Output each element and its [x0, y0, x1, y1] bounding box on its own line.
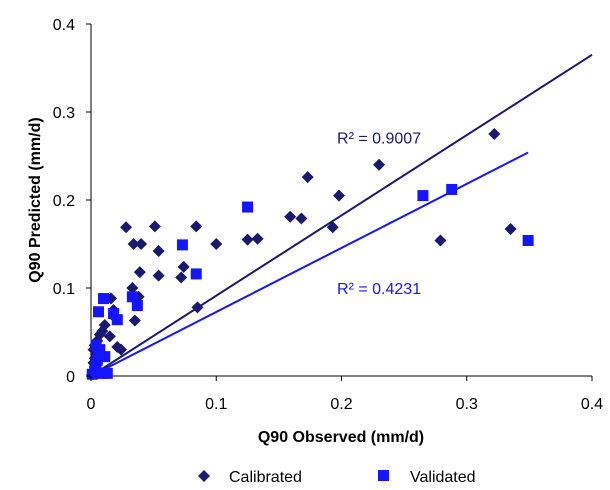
x-tick-label: 0.4 — [581, 396, 603, 413]
calibrated-point — [373, 158, 386, 171]
plot-area — [86, 24, 593, 381]
trendline-annotations: R² = 0.9007 R² = 0.4231 — [337, 131, 421, 298]
calibrated-point — [148, 220, 161, 233]
trendline-validated — [90, 151, 529, 377]
calibrated-point — [98, 318, 111, 331]
legend-label-calibrated: Calibrated — [229, 469, 302, 486]
calibrated-point — [175, 271, 188, 284]
calibrated-point — [126, 282, 139, 294]
validated-point — [98, 293, 110, 305]
validated-point — [446, 183, 458, 195]
validated-point — [93, 306, 105, 318]
calibrated-point — [251, 232, 264, 245]
legend-diamond-icon — [198, 470, 210, 482]
calibrated-point — [301, 171, 314, 184]
calibrated-point — [135, 238, 148, 250]
calibrated-point — [133, 266, 146, 279]
calibrated-point — [103, 330, 116, 343]
calibrated-point — [128, 314, 141, 327]
calibrated-point — [177, 260, 190, 273]
calibrated-point — [326, 221, 339, 234]
validated-point — [176, 239, 188, 251]
validated-point — [126, 291, 138, 303]
trendline-calibrated — [90, 53, 593, 377]
calibrated-point — [115, 343, 128, 356]
calibrated-point — [152, 269, 165, 282]
calibrated-point — [434, 234, 447, 247]
calibrated-point — [120, 221, 133, 234]
calibrated-point — [127, 238, 140, 250]
x-tick-label: 0.3 — [456, 396, 478, 413]
r-squared-label-validated: R² = 0.4231 — [337, 281, 421, 298]
validated-point — [99, 351, 111, 363]
calibrated-point — [152, 245, 165, 258]
r-squared-label-calibrated: R² = 0.9007 — [337, 131, 421, 148]
calibrated-point — [210, 238, 223, 250]
legend-label-validated: Validated — [410, 469, 476, 486]
y-axis-ticks: 0 0.1 0.2 0.3 0.4 — [53, 17, 91, 386]
calibrated-point — [190, 220, 203, 233]
x-tick-label: 0.1 — [205, 396, 227, 413]
calibrated-point — [241, 233, 254, 246]
calibrated-point — [295, 212, 308, 225]
validated-point — [242, 201, 254, 213]
validated-point — [522, 234, 534, 246]
validated-point — [108, 308, 120, 320]
legend-square-icon — [378, 470, 389, 481]
legend-item-calibrated: Calibrated — [198, 469, 302, 486]
validated-point — [111, 314, 123, 326]
y-axis-title: Q90 Predicted (mm/d) — [27, 117, 44, 282]
x-tick-label: 0 — [87, 396, 96, 413]
validated-point — [90, 339, 102, 351]
calibrated-point — [504, 223, 517, 236]
calibrated-point — [191, 301, 204, 314]
calibrated-point — [488, 128, 501, 140]
legend-item-validated: Validated — [378, 469, 476, 486]
validated-point — [417, 190, 429, 202]
y-tick-label: 0.4 — [53, 17, 75, 34]
legend: Calibrated Validated — [198, 469, 476, 486]
x-axis-title: Q90 Observed (mm/d) — [258, 429, 424, 446]
calibrated-point — [332, 189, 345, 202]
y-tick-label: 0.2 — [53, 193, 75, 210]
x-axis-ticks: 0 0.1 0.2 0.3 0.4 — [87, 376, 603, 413]
y-tick-label: 0 — [66, 369, 75, 386]
y-tick-label: 0.3 — [53, 105, 75, 122]
validated-point — [101, 367, 113, 379]
x-tick-label: 0.2 — [330, 396, 352, 413]
y-tick-label: 0.1 — [53, 281, 75, 298]
validated-point — [190, 268, 202, 280]
validated-point — [131, 300, 143, 312]
calibrated-point — [284, 210, 297, 223]
